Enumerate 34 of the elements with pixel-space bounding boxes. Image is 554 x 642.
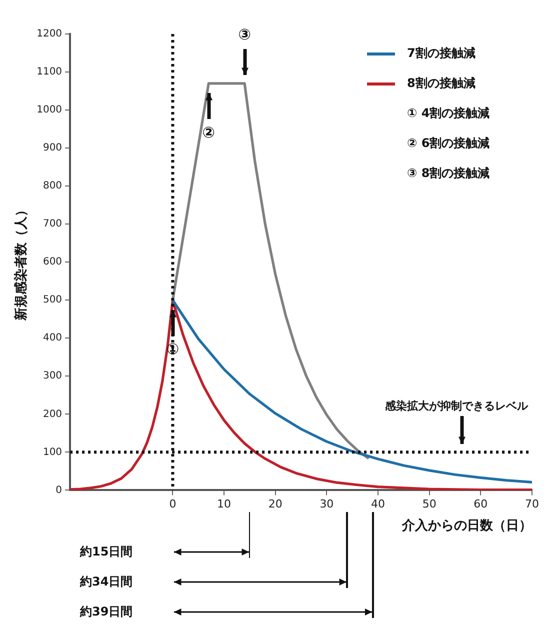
x-tick-label: 30 (320, 498, 334, 511)
y-tick-label: 1200 (36, 28, 62, 40)
text: 約39日間 (79, 604, 133, 618)
y-tick-label: 1100 (36, 66, 62, 78)
annotation: ② 6割の接触減 (407, 136, 490, 150)
text: 約34日間 (79, 574, 133, 588)
annotation: ② (202, 123, 215, 142)
y-tick-label: 1000 (36, 104, 62, 116)
x-tick-label: 50 (422, 498, 436, 511)
y-tick-label: 900 (42, 142, 62, 154)
y-tick-label: 300 (42, 370, 62, 382)
y-tick-label: 100 (42, 446, 62, 458)
y-tick-label: 800 (42, 180, 62, 192)
ref-line-label: 感染拡大が抑制できるレベル (384, 400, 529, 413)
annotation: ① 4割の接触減 (407, 106, 490, 120)
x-tick-label: 10 (217, 498, 232, 511)
legend-label: 8割の接触減 (407, 76, 476, 90)
x-tick-label: 20 (268, 498, 282, 511)
text: 約15日間 (79, 544, 133, 558)
y-tick-label: 200 (42, 408, 62, 420)
y-tick-label: 0 (56, 484, 62, 496)
legend-label: 7割の接触減 (407, 46, 476, 60)
x-tick-label: 70 (525, 498, 539, 511)
y-axis-title: 新規感染者数（人） (13, 204, 30, 322)
x-axis-title: 介入からの日数（日） (401, 518, 532, 534)
y-tick-label: 400 (42, 332, 62, 344)
y-tick-label: 700 (42, 218, 62, 230)
annotation: ③ (238, 25, 251, 44)
y-tick-label: 500 (42, 294, 62, 306)
x-tick-label: 40 (371, 498, 386, 511)
y-tick-label: 600 (42, 256, 62, 268)
annotation: ③ 8割の接触減 (407, 166, 490, 180)
x-tick-label: 60 (474, 498, 488, 511)
x-tick-label: 0 (169, 498, 176, 511)
